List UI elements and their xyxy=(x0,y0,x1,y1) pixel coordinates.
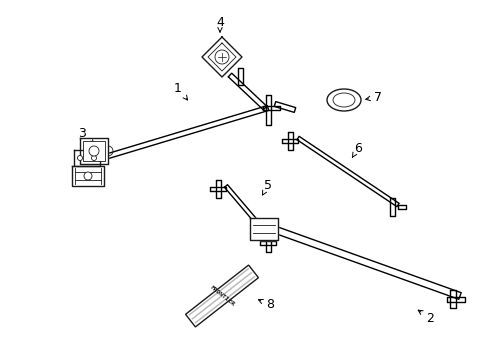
Polygon shape xyxy=(83,141,105,161)
Bar xyxy=(194,276,255,324)
Polygon shape xyxy=(72,166,104,186)
Polygon shape xyxy=(215,180,220,198)
Text: 5: 5 xyxy=(262,179,271,195)
Polygon shape xyxy=(260,241,275,245)
Polygon shape xyxy=(260,222,460,299)
Polygon shape xyxy=(265,95,270,125)
Polygon shape xyxy=(274,102,295,112)
Polygon shape xyxy=(446,297,464,302)
Text: 2: 2 xyxy=(417,310,433,324)
Ellipse shape xyxy=(332,93,354,107)
Circle shape xyxy=(89,146,99,156)
Polygon shape xyxy=(104,105,268,159)
Polygon shape xyxy=(397,205,405,209)
Polygon shape xyxy=(74,150,100,166)
Polygon shape xyxy=(287,132,292,150)
Polygon shape xyxy=(224,185,273,241)
Polygon shape xyxy=(228,73,266,110)
Text: 4: 4 xyxy=(216,15,224,32)
Text: 1: 1 xyxy=(174,81,187,100)
Polygon shape xyxy=(449,290,455,308)
Polygon shape xyxy=(207,43,236,71)
Text: 8: 8 xyxy=(258,298,273,311)
Ellipse shape xyxy=(326,89,360,111)
Polygon shape xyxy=(265,234,270,252)
Polygon shape xyxy=(237,68,242,85)
Polygon shape xyxy=(202,37,242,77)
Circle shape xyxy=(84,172,92,180)
Text: 7: 7 xyxy=(365,90,381,104)
Circle shape xyxy=(215,50,228,64)
Polygon shape xyxy=(263,106,280,110)
Bar xyxy=(188,268,249,316)
Polygon shape xyxy=(209,187,225,191)
Circle shape xyxy=(77,156,82,161)
Polygon shape xyxy=(282,139,297,143)
Polygon shape xyxy=(389,198,394,216)
Text: 3: 3 xyxy=(78,126,94,144)
Bar xyxy=(191,272,252,320)
Polygon shape xyxy=(249,218,278,240)
Polygon shape xyxy=(80,138,108,164)
Circle shape xyxy=(91,156,96,161)
Bar xyxy=(185,265,258,327)
Text: FRONTIER: FRONTIER xyxy=(208,285,235,307)
Text: 6: 6 xyxy=(352,141,361,157)
Polygon shape xyxy=(296,136,398,207)
